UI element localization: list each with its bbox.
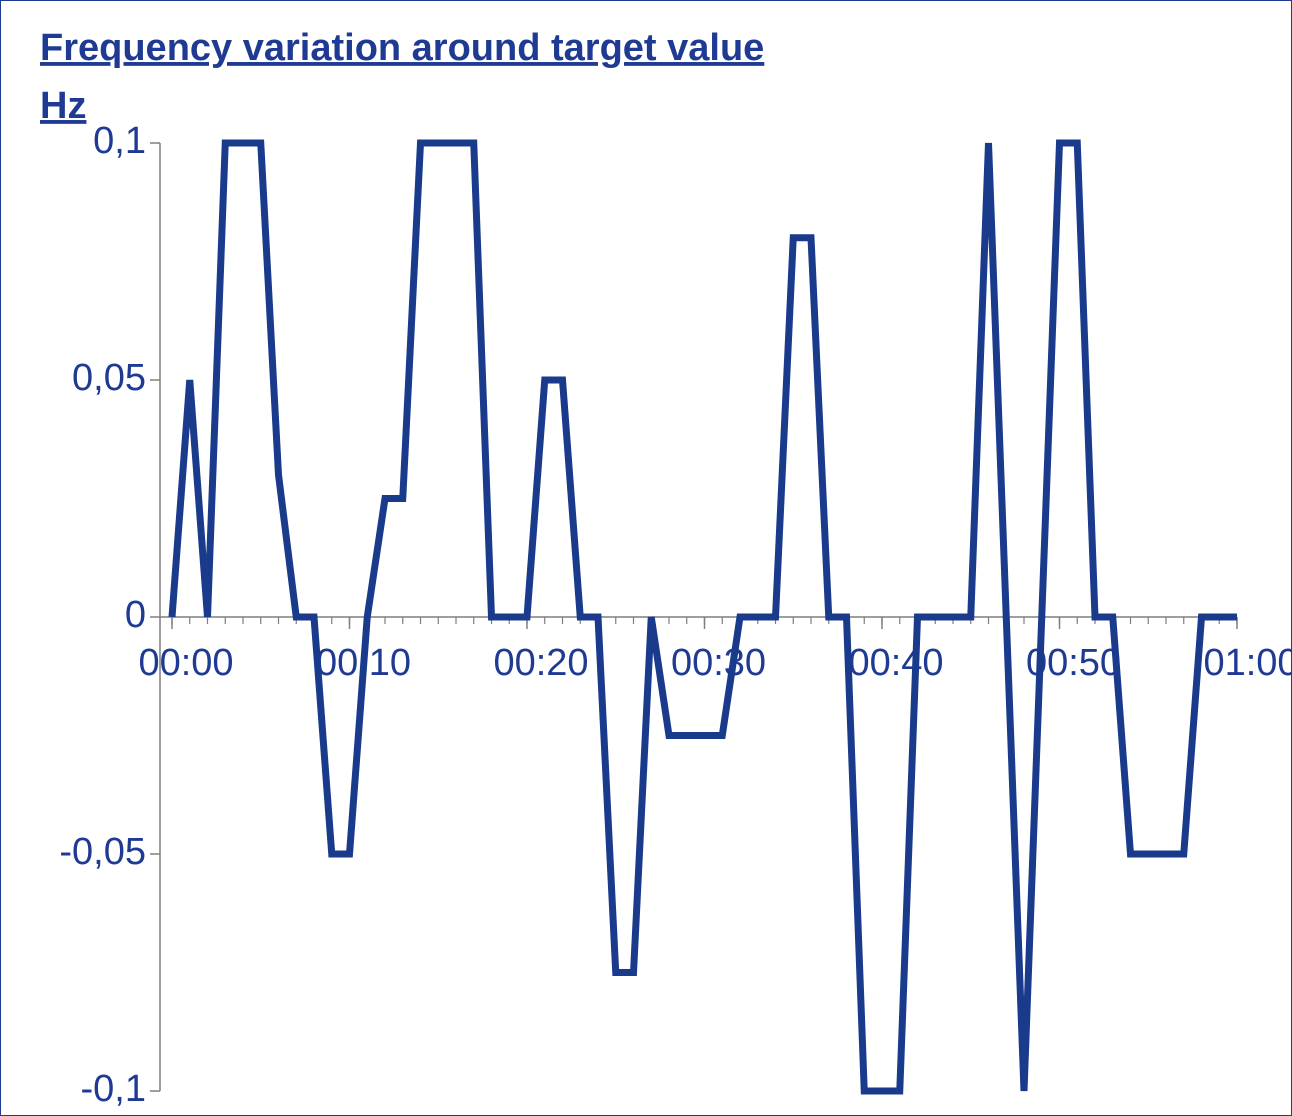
data-line	[168, 139, 1237, 1095]
y-axis-label: Hz	[40, 85, 86, 127]
y-tick-label: -0,1	[81, 1068, 146, 1110]
x-tick-label: 00:20	[493, 642, 588, 684]
chart-title: Frequency variation around target value	[40, 27, 764, 69]
x-tick-label: 00:40	[848, 642, 943, 684]
x-tick-label: 01:00	[1203, 642, 1292, 684]
x-tick-label: 00:00	[138, 642, 233, 684]
y-tick-label: -0,05	[59, 831, 146, 873]
y-tick-label: 0,1	[93, 120, 146, 162]
y-tick-label: 0,05	[72, 357, 146, 399]
x-tick-label: 00:30	[671, 642, 766, 684]
y-tick-label: 0	[125, 594, 146, 636]
